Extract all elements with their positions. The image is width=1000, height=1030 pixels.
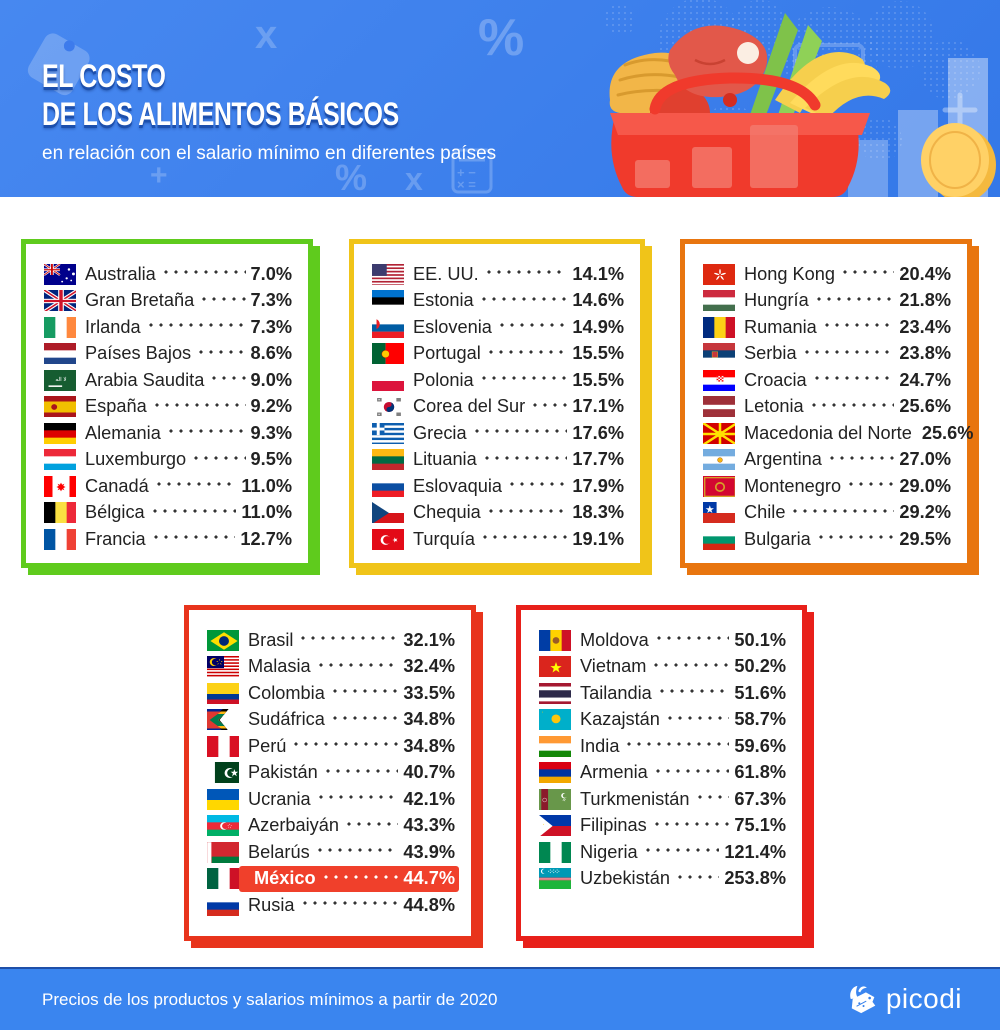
svg-text:x: x xyxy=(255,13,277,57)
svg-text:لا اله: لا اله xyxy=(55,376,66,383)
svg-text:x: x xyxy=(405,161,423,197)
svg-text:× =: × = xyxy=(457,177,476,192)
